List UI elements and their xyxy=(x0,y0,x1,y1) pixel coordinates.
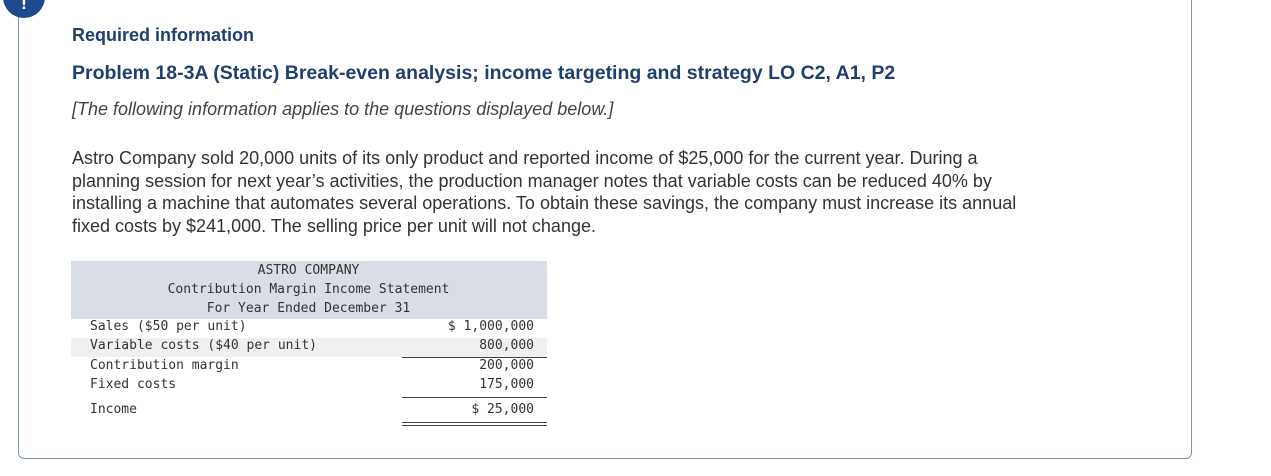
statement-header: ASTRO COMPANY Contribution Margin Income… xyxy=(71,261,547,319)
required-information-heading: Required information xyxy=(72,25,255,45)
row-amount: 200,000 xyxy=(479,358,534,373)
table-row-fixed-costs: Fixed costs 175,000 xyxy=(71,377,547,396)
statement-company-name: ASTRO COMPANY xyxy=(257,263,360,278)
subtotal-rule xyxy=(402,397,547,398)
row-label: Fixed costs xyxy=(90,377,177,392)
income-statement-table: ASTRO COMPANY Contribution Margin Income… xyxy=(71,261,547,426)
row-label: Variable costs ($40 per unit) xyxy=(90,338,317,353)
description-line: fixed costs by $241,000. The selling pri… xyxy=(72,215,596,236)
table-row-sales: Sales ($50 per unit) $ 1,000,000 xyxy=(71,319,547,338)
row-amount: 175,000 xyxy=(479,377,534,392)
subtotal-rule xyxy=(402,357,547,358)
statement-period: For Year Ended December 31 xyxy=(206,301,411,316)
total-double-rule-bottom xyxy=(402,425,547,426)
row-amount: 800,000 xyxy=(479,338,534,353)
table-row-variable-costs: Variable costs ($40 per unit) 800,000 xyxy=(71,338,547,357)
row-amount: $ 25,000 xyxy=(471,402,534,417)
row-label: Contribution margin xyxy=(90,358,239,373)
row-label: Income xyxy=(90,402,137,417)
row-label: Sales ($50 per unit) xyxy=(90,319,247,334)
description-line: Astro Company sold 20,000 units of its o… xyxy=(72,148,978,168)
intro-note: [The following information applies to th… xyxy=(72,99,614,119)
problem-description: Astro Company sold 20,000 units of its o… xyxy=(72,147,1112,237)
table-row-income: Income $ 25,000 xyxy=(71,402,547,421)
total-double-rule-top xyxy=(402,422,547,423)
statement-title: Contribution Margin Income Statement xyxy=(167,282,450,297)
question-panel xyxy=(18,0,1192,459)
row-amount: $ 1,000,000 xyxy=(447,319,534,334)
description-line: installing a machine that automates seve… xyxy=(72,193,1017,213)
problem-title: Problem 18-3A (Static) Break-even analys… xyxy=(72,62,896,84)
description-line: planning session for next year’s activit… xyxy=(72,170,992,191)
info-badge-icon: ! xyxy=(3,0,45,18)
table-row-contribution-margin: Contribution margin 200,000 xyxy=(71,358,547,377)
